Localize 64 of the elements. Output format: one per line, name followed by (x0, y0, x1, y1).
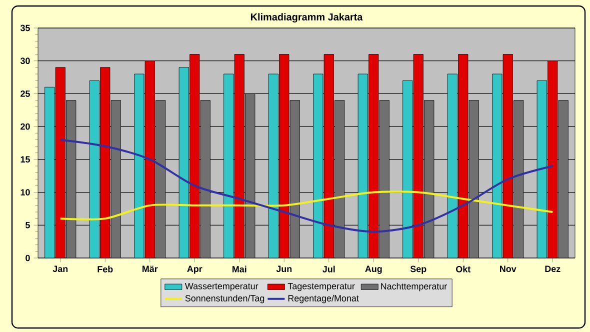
x-tick-label: Jun (276, 266, 292, 272)
bar (279, 54, 290, 258)
x-tick-label: Mai (232, 266, 246, 272)
legend-label: Sonnenstunden/Tag (185, 294, 264, 304)
bar (413, 54, 424, 258)
bar (110, 100, 121, 258)
y-tick-label: 25 (20, 90, 30, 97)
line-series (59, 138, 554, 233)
bar (313, 74, 324, 258)
bar (234, 54, 244, 258)
bar (536, 80, 547, 258)
bar (290, 100, 300, 258)
legend-label: Wassertemperatur (184, 283, 258, 292)
bar (468, 100, 479, 258)
legend-label: Regentage/Monat (288, 294, 359, 304)
y-tick-label: 30 (20, 58, 30, 64)
bar (402, 80, 413, 258)
bar (268, 74, 278, 258)
x-tick-label: Aug (365, 266, 382, 274)
bar (134, 74, 144, 258)
bar (458, 54, 468, 258)
bar (190, 54, 200, 258)
bar (100, 67, 110, 258)
x-tick-label: Dez (545, 266, 560, 272)
x-tick-label: Jul (322, 266, 335, 272)
bar (368, 54, 379, 258)
bar (379, 100, 390, 258)
x-tick-label: Feb (98, 266, 113, 272)
bar (44, 86, 55, 258)
x-tick-label: Mär (142, 266, 158, 272)
bar (156, 100, 166, 258)
y-tick-label: 35 (20, 24, 30, 32)
bar (424, 100, 434, 258)
bar (492, 74, 502, 258)
bar (447, 74, 458, 258)
legend-label: Tagestemperatur (288, 283, 355, 292)
y-tick-label: 0 (26, 254, 30, 262)
bar (502, 54, 513, 258)
y-tick-label: 5 (26, 222, 30, 228)
line-series (59, 190, 554, 220)
bar (324, 54, 334, 258)
chart-title: Klimadiagramm Jakarta (250, 13, 363, 22)
bar (66, 100, 76, 258)
y-tick-label: 10 (20, 189, 30, 196)
y-tick-label: 15 (20, 156, 30, 163)
bar (55, 67, 66, 258)
x-tick-label: Apr (187, 266, 202, 274)
bar (558, 100, 568, 258)
bar (334, 100, 345, 258)
legend-label: Nachttemperatur (381, 282, 447, 292)
bar (548, 60, 558, 258)
x-tick-label: Sep (410, 266, 426, 274)
y-tick-label: 20 (20, 123, 30, 130)
bar (224, 74, 234, 258)
x-tick-label: Nov (500, 266, 516, 272)
bar (178, 67, 189, 258)
x-tick-label: Okt (456, 266, 470, 272)
x-tick-label: Jan (52, 266, 68, 272)
bar (144, 60, 155, 258)
bar (245, 94, 256, 258)
bar (200, 100, 210, 258)
bar (358, 74, 368, 258)
bar (89, 80, 100, 258)
bar (514, 100, 524, 258)
